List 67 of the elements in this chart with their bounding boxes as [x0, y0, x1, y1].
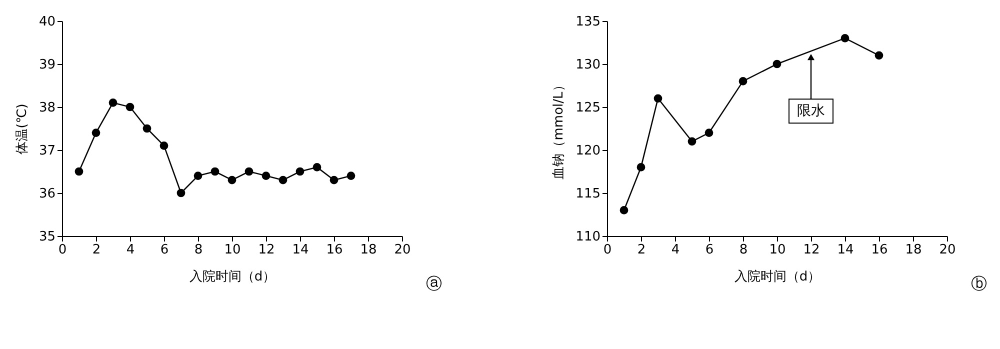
- x-tick-label: 8: [194, 242, 203, 258]
- point: [92, 128, 100, 137]
- y-tick-label: 37: [38, 144, 56, 158]
- point: [278, 176, 288, 184]
- point: [330, 176, 338, 184]
- point: [108, 98, 118, 107]
- y-tick-label: 36: [38, 186, 56, 202]
- annotation: 限水: [797, 103, 825, 120]
- x-tick-label: 2: [92, 242, 101, 258]
- point: [772, 60, 782, 68]
- text: ⓑ: [971, 274, 987, 293]
- point: [620, 206, 628, 214]
- y-tick-label: 38: [38, 100, 56, 116]
- x-tick-label: 8: [739, 242, 748, 258]
- y-tick-label: 120: [576, 144, 600, 158]
- point: [312, 163, 322, 172]
- x-tick-label: 12: [258, 242, 275, 258]
- x-tick-label: 12: [803, 242, 820, 258]
- y-tick-label: 39: [38, 58, 56, 72]
- x-tick-label: 2: [637, 242, 646, 258]
- point: [840, 34, 850, 42]
- y-tick-label: 110: [576, 230, 600, 244]
- point: [194, 172, 202, 180]
- x-tick-label: 4: [126, 242, 135, 258]
- point: [688, 137, 696, 146]
- point: [126, 102, 134, 112]
- x-axis-title: 入院时间（d）: [189, 270, 276, 284]
- y-tick-label: 135: [576, 14, 600, 30]
- x-tick-label: 18: [905, 242, 922, 258]
- point: [346, 172, 356, 180]
- point: [210, 167, 220, 176]
- x-tick-label: 0: [603, 242, 612, 258]
- point: [654, 94, 662, 103]
- y-tick-label: 130: [576, 58, 600, 72]
- x-tick-label: 10: [224, 242, 241, 258]
- x-tick-label: 18: [360, 242, 377, 258]
- point: [296, 167, 304, 176]
- y-axis-title: 血钠（mmol/L）: [552, 78, 567, 180]
- y-axis-title: 体温(℃): [14, 104, 30, 154]
- point: [874, 51, 884, 60]
- x-tick-label: 14: [292, 242, 309, 258]
- point: [636, 163, 646, 172]
- y-tick-label: 40: [38, 14, 56, 30]
- point: [262, 172, 270, 180]
- x-tick-label: 0: [58, 242, 67, 258]
- point: [176, 188, 186, 198]
- x-tick-label: 20: [394, 242, 411, 258]
- y-tick-label: 115: [576, 186, 600, 202]
- x-tick-label: 6: [705, 242, 714, 258]
- x-tick-label: 16: [871, 242, 888, 258]
- y-tick-label: 125: [576, 100, 600, 116]
- x-tick-label: 4: [671, 242, 680, 258]
- x-tick-label: 20: [939, 242, 956, 258]
- point: [142, 124, 152, 133]
- point: [738, 77, 748, 86]
- point: [160, 142, 168, 150]
- point: [244, 167, 254, 176]
- point: [74, 167, 84, 176]
- x-tick-label: 6: [160, 242, 169, 258]
- x-tick-label: 10: [769, 242, 786, 258]
- y-tick-label: 35: [38, 230, 56, 244]
- x-axis-title: 入院时间（d）: [734, 270, 821, 284]
- text: ⓐ: [426, 274, 442, 293]
- x-tick-label: 14: [837, 242, 854, 258]
- point: [704, 128, 714, 137]
- x-tick-label: 16: [326, 242, 343, 258]
- point: [228, 176, 236, 184]
